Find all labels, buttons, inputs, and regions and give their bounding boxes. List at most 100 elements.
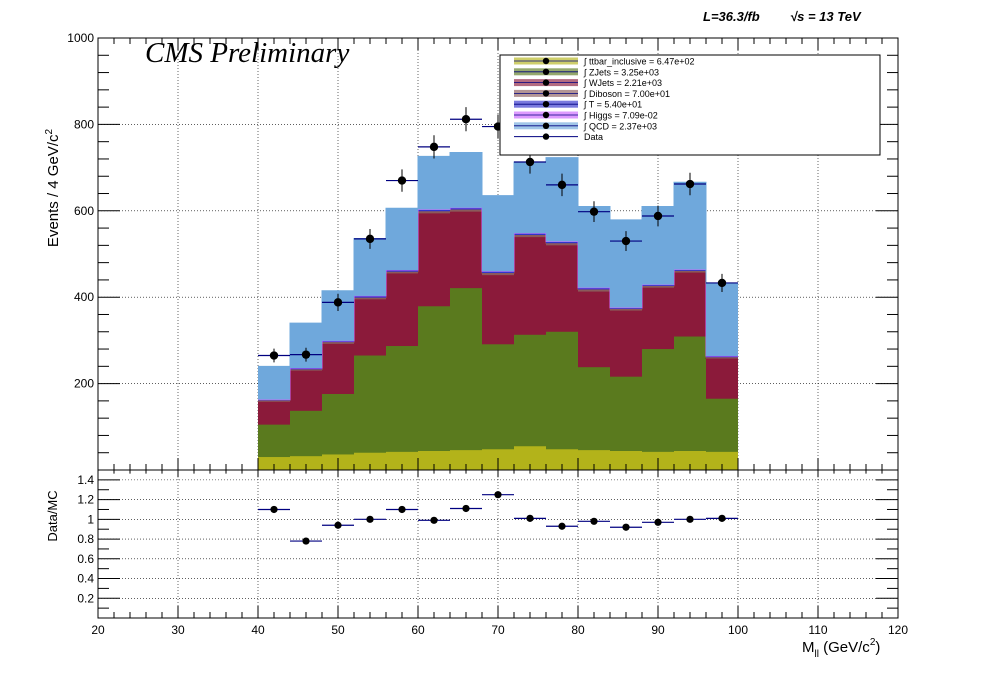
legend-marker <box>542 122 550 129</box>
bar-ttbar_inclusive <box>610 450 642 470</box>
bar-ttbar_inclusive <box>354 452 386 470</box>
ratio-point <box>558 522 566 530</box>
legend-marker <box>542 79 550 86</box>
legend-label: ∫ WJets = 2.21e+03 <box>583 78 662 88</box>
data-point <box>269 351 279 360</box>
bar-ttbar_inclusive <box>418 450 450 470</box>
bar-qcd <box>674 182 706 270</box>
ratio-point <box>366 515 374 523</box>
bar-wjets <box>610 310 642 377</box>
bar-t <box>290 368 322 370</box>
ratio-y-tick-label: 1 <box>87 512 94 526</box>
bar-ttbar_inclusive <box>514 446 546 470</box>
bar-diboson <box>642 285 674 288</box>
bar-zjets <box>258 424 290 458</box>
series-zjets <box>258 287 738 458</box>
legend-entry-t: ∫ T = 5.40e+01 <box>514 100 642 110</box>
legend: ∫ ttbar_inclusive = 6.47e+02∫ ZJets = 3.… <box>499 54 881 156</box>
bar-wjets <box>546 245 578 332</box>
x-tick-label: 70 <box>491 623 505 637</box>
ratio-point <box>430 516 438 524</box>
x-tick-label: 30 <box>171 623 185 637</box>
legend-label: ∫ Diboson = 7.00e+01 <box>583 89 670 99</box>
bar-t <box>418 209 450 212</box>
bar-qcd <box>258 366 290 400</box>
legend-entry-zjets: ∫ ZJets = 3.25e+03 <box>514 67 659 77</box>
bar-t <box>642 284 674 286</box>
bar-ttbar_inclusive <box>290 456 322 470</box>
bar-zjets <box>418 306 450 451</box>
legend-marker <box>542 111 550 119</box>
bar-qcd <box>706 283 738 356</box>
ratio-y-tick-label: 0.8 <box>77 532 94 546</box>
legend-marker <box>542 68 550 76</box>
bar-zjets <box>354 355 386 453</box>
bar-zjets <box>290 410 322 457</box>
bar-t <box>546 241 578 244</box>
bar-ttbar_inclusive <box>258 457 290 470</box>
main-y-tick-label: 400 <box>74 290 94 304</box>
bar-t <box>706 355 738 358</box>
bar-wjets <box>482 275 514 345</box>
bar-t <box>514 233 546 235</box>
bar-zjets <box>642 349 674 452</box>
x-tick-label: 90 <box>651 623 665 637</box>
x-tick-label: 110 <box>808 623 827 637</box>
bar-ttbar_inclusive <box>674 450 706 470</box>
bar-wjets <box>354 299 386 356</box>
ratio-point <box>462 504 470 513</box>
bar-t <box>578 287 610 290</box>
bar-qcd <box>386 208 418 270</box>
data-point <box>653 211 663 221</box>
ratio-y-axis-label: Data/MC <box>45 490 60 541</box>
bar-zjets <box>482 344 514 450</box>
bar-diboson <box>450 209 482 212</box>
series-ttbar_inclusive <box>258 445 738 470</box>
stack-outline-qcd <box>258 151 738 367</box>
bar-diboson <box>322 342 354 344</box>
bar-ttbar_inclusive <box>706 451 738 470</box>
ratio-point <box>398 505 406 514</box>
ratio-point <box>718 514 726 522</box>
legend-entry-qcd: ∫ QCD = 2.37e+03 <box>514 121 657 131</box>
bar-zjets <box>322 393 354 455</box>
bar-ttbar_inclusive <box>546 449 578 470</box>
data-point <box>461 115 471 124</box>
cms-preliminary-label: CMS Preliminary <box>145 37 349 69</box>
ratio-y-tick-label: 1.4 <box>77 473 94 487</box>
bar-t <box>610 307 642 309</box>
data-point <box>397 176 407 185</box>
ratio-plot: 20 30 40 50 60 70 80 90 100 110 120 0.2 0.4 0.6 0.8 1 1.… <box>77 469 908 637</box>
bar-t <box>354 295 386 298</box>
ratio-points <box>258 491 738 545</box>
bar-wjets <box>322 343 354 394</box>
bar-zjets <box>610 376 642 451</box>
bar-diboson <box>610 308 642 311</box>
main-y-tick-label: 600 <box>74 204 94 218</box>
bar-zjets <box>706 398 738 452</box>
legend-entry-higgs: ∫ Higgs = 7.09e-02 <box>514 111 658 121</box>
main-y-tick-label: 200 <box>74 377 94 391</box>
x-tick-label: 40 <box>251 623 265 637</box>
x-axis-label: Mll (GeV/c2) <box>802 637 880 660</box>
bar-diboson <box>290 369 322 371</box>
main-y-axis-label: Events / 4 GeV/c2 <box>44 129 62 248</box>
legend-marker <box>542 90 550 97</box>
energy-label: √s = 13 TeV <box>790 9 862 24</box>
bar-ttbar_inclusive <box>450 450 482 470</box>
series-wjets <box>258 211 738 425</box>
data-point <box>685 179 695 189</box>
bar-wjets <box>578 291 610 368</box>
legend-label: ∫ Higgs = 7.09e-02 <box>583 111 658 121</box>
bar-qcd <box>482 195 514 272</box>
bar-diboson <box>546 243 578 246</box>
ratio-point <box>686 515 694 523</box>
bar-wjets <box>450 211 482 289</box>
x-tick-label: 80 <box>571 623 585 637</box>
ratio-y-tick-label: 0.2 <box>77 591 94 605</box>
ratio-point <box>494 491 502 499</box>
bar-wjets <box>418 213 450 307</box>
x-tick-label: 100 <box>728 623 748 637</box>
bar-t <box>386 269 418 272</box>
